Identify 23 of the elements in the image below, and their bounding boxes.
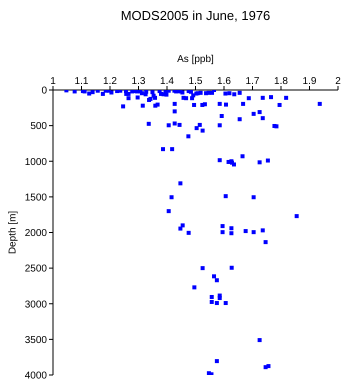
- x-tick-label: 1.2: [103, 76, 118, 87]
- y-tick-label: 2500: [24, 264, 48, 275]
- x-tick-label: 1.5: [188, 76, 203, 87]
- y-tick-label: 4000: [24, 370, 48, 382]
- y-tick-label: 1000: [24, 156, 48, 168]
- chart-title: MODS2005 in June, 1976: [120, 8, 272, 23]
- x-tick-label: 1.1: [74, 76, 89, 87]
- x-tick-label: 1.6: [217, 76, 232, 87]
- x-tick-label: 1.8: [274, 76, 288, 87]
- y-tick-label: 0: [41, 86, 48, 97]
- x-tick-label: 1.3: [132, 76, 146, 87]
- x-tick-label: 1.9: [302, 76, 317, 87]
- x-tick-label: 2: [335, 76, 342, 87]
- y-tick-label: 3500: [24, 334, 48, 346]
- y-axis-title: Depth [m]: [8, 210, 19, 254]
- y-tick-label: 2000: [24, 228, 48, 240]
- x-axis-title: As [ppb]: [177, 54, 214, 65]
- x-tick-label: 1.4: [160, 76, 174, 87]
- x-tick-label: 1: [50, 76, 56, 87]
- y-tick-label: 3000: [24, 299, 48, 310]
- y-tick-label: 1500: [24, 192, 48, 204]
- y-tick-label: 500: [30, 121, 48, 132]
- x-tick-label: 1.7: [246, 76, 260, 87]
